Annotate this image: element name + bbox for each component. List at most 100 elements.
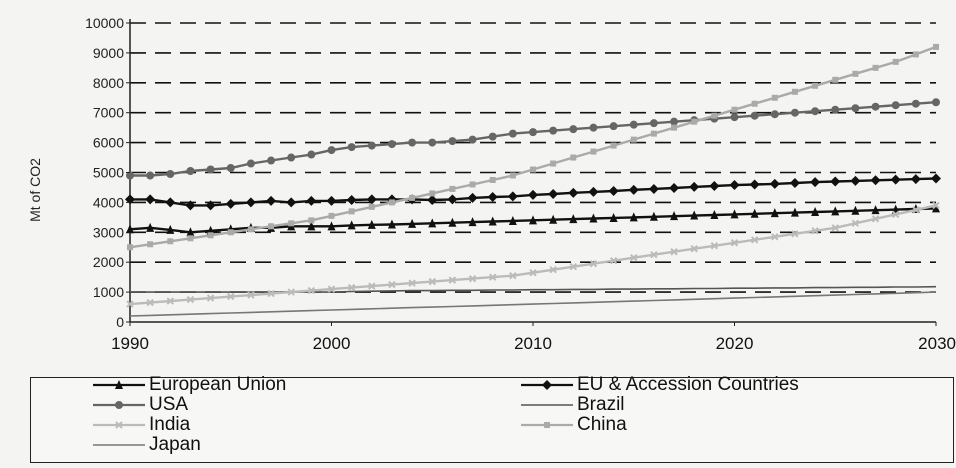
data-point-european-union <box>811 206 820 216</box>
data-point-european-union <box>508 215 517 225</box>
data-point-india <box>227 292 235 301</box>
data-point-european-union <box>932 203 940 213</box>
data-point-eu-accession-countries <box>608 186 619 197</box>
data-point-china <box>328 212 335 219</box>
data-point-india <box>509 271 517 280</box>
data-point-china <box>852 70 859 77</box>
y-tick-label: 9000 <box>93 45 124 61</box>
data-point-china <box>812 82 819 89</box>
data-point-india <box>267 289 275 298</box>
data-point-china <box>610 142 617 149</box>
data-point-india <box>710 242 719 250</box>
data-point-china <box>509 172 516 179</box>
data-point-eu-accession-countries <box>528 189 538 200</box>
data-point-china <box>590 148 597 155</box>
data-point-usa <box>790 108 799 117</box>
data-point-china <box>570 154 577 161</box>
legend-label: Japan <box>149 434 201 455</box>
data-point-india <box>206 294 215 302</box>
x-tick-label: 1990 <box>111 334 149 353</box>
series-brazil <box>130 285 937 293</box>
data-point-usa <box>206 165 215 174</box>
data-point-eu-accession-countries <box>487 192 498 203</box>
data-point-european-union <box>589 213 598 223</box>
data-point-european-union <box>649 211 658 221</box>
data-point-eu-accession-countries <box>669 183 680 194</box>
data-point-india <box>327 285 336 293</box>
data-point-china <box>671 124 678 131</box>
data-point-india <box>388 280 396 289</box>
data-point-china <box>711 112 718 119</box>
data-point-india <box>549 265 557 274</box>
data-point-china <box>469 181 476 188</box>
data-point-european-union <box>448 217 457 227</box>
data-point-usa <box>609 122 618 131</box>
data-point-usa <box>387 140 396 149</box>
data-point-china <box>832 76 839 83</box>
data-point-european-union <box>146 222 155 232</box>
legend-swatch <box>521 380 573 390</box>
data-point-india <box>811 227 819 235</box>
legend-item-eu-accession-countries: EU & Accession Countries <box>519 374 799 395</box>
legend-marker <box>544 422 550 428</box>
data-point-india <box>690 245 698 253</box>
data-point-eu-accession-countries <box>427 195 438 206</box>
data-point-usa <box>549 126 558 135</box>
data-point-usa <box>146 171 155 180</box>
data-point-india <box>630 254 638 262</box>
data-point-china <box>872 64 879 71</box>
data-point-eu-accession-countries <box>326 195 337 206</box>
data-point-usa <box>891 101 900 110</box>
data-point-china <box>268 223 275 230</box>
data-point-china <box>147 241 154 248</box>
data-point-european-union <box>367 219 376 229</box>
data-point-eu-accession-countries <box>870 175 881 186</box>
data-point-india <box>791 230 799 238</box>
y-tick-label: 4000 <box>93 194 124 210</box>
data-point-india <box>750 236 759 244</box>
y-tick-label: 5000 <box>93 165 124 181</box>
data-point-european-union <box>770 208 779 218</box>
data-point-european-union <box>710 209 719 219</box>
data-point-india <box>448 276 457 284</box>
data-point-european-union <box>670 211 679 221</box>
data-point-usa <box>488 132 497 141</box>
data-point-india <box>126 300 134 308</box>
data-point-european-union <box>387 219 396 229</box>
data-point-eu-accession-countries <box>628 184 639 195</box>
legend-label: Brazil <box>577 394 625 415</box>
data-point-european-union <box>871 205 880 215</box>
data-point-usa <box>508 129 517 138</box>
data-point-european-union <box>468 217 477 227</box>
data-point-india <box>891 210 900 219</box>
data-point-china <box>227 229 234 236</box>
data-point-eu-accession-countries <box>689 181 700 192</box>
data-point-india <box>186 295 195 304</box>
data-point-india <box>932 201 940 210</box>
data-point-india <box>347 283 356 292</box>
data-point-usa <box>811 107 820 116</box>
data-point-eu-accession-countries <box>890 174 901 185</box>
data-point-usa <box>267 156 276 165</box>
data-point-china <box>892 58 899 65</box>
data-point-usa <box>186 167 195 176</box>
data-point-china <box>127 244 133 251</box>
data-point-usa <box>246 159 255 168</box>
legend-item-brazil: Brazil <box>519 394 625 415</box>
data-point-eu-accession-countries <box>447 194 458 205</box>
tick-labels: 0 1000 2000 3000 4000 5000 6000 7000 8000 9000 100… <box>85 15 956 353</box>
data-point-india <box>247 291 255 299</box>
data-point-eu-accession-countries <box>245 197 256 208</box>
legend-item-european-union: European Union <box>91 374 286 395</box>
data-point-india <box>287 288 295 296</box>
data-point-usa <box>851 104 860 113</box>
x-tick-label: 2000 <box>313 334 351 353</box>
data-point-eu-accession-countries <box>266 195 277 206</box>
legend-label: USA <box>149 394 189 415</box>
x-tick-label: 2030 <box>918 334 956 353</box>
legend-marker <box>542 380 552 390</box>
data-point-china <box>167 238 174 245</box>
legend-item-china: China <box>519 414 627 435</box>
legend-item-india: India <box>91 414 190 435</box>
data-point-china <box>550 160 557 167</box>
